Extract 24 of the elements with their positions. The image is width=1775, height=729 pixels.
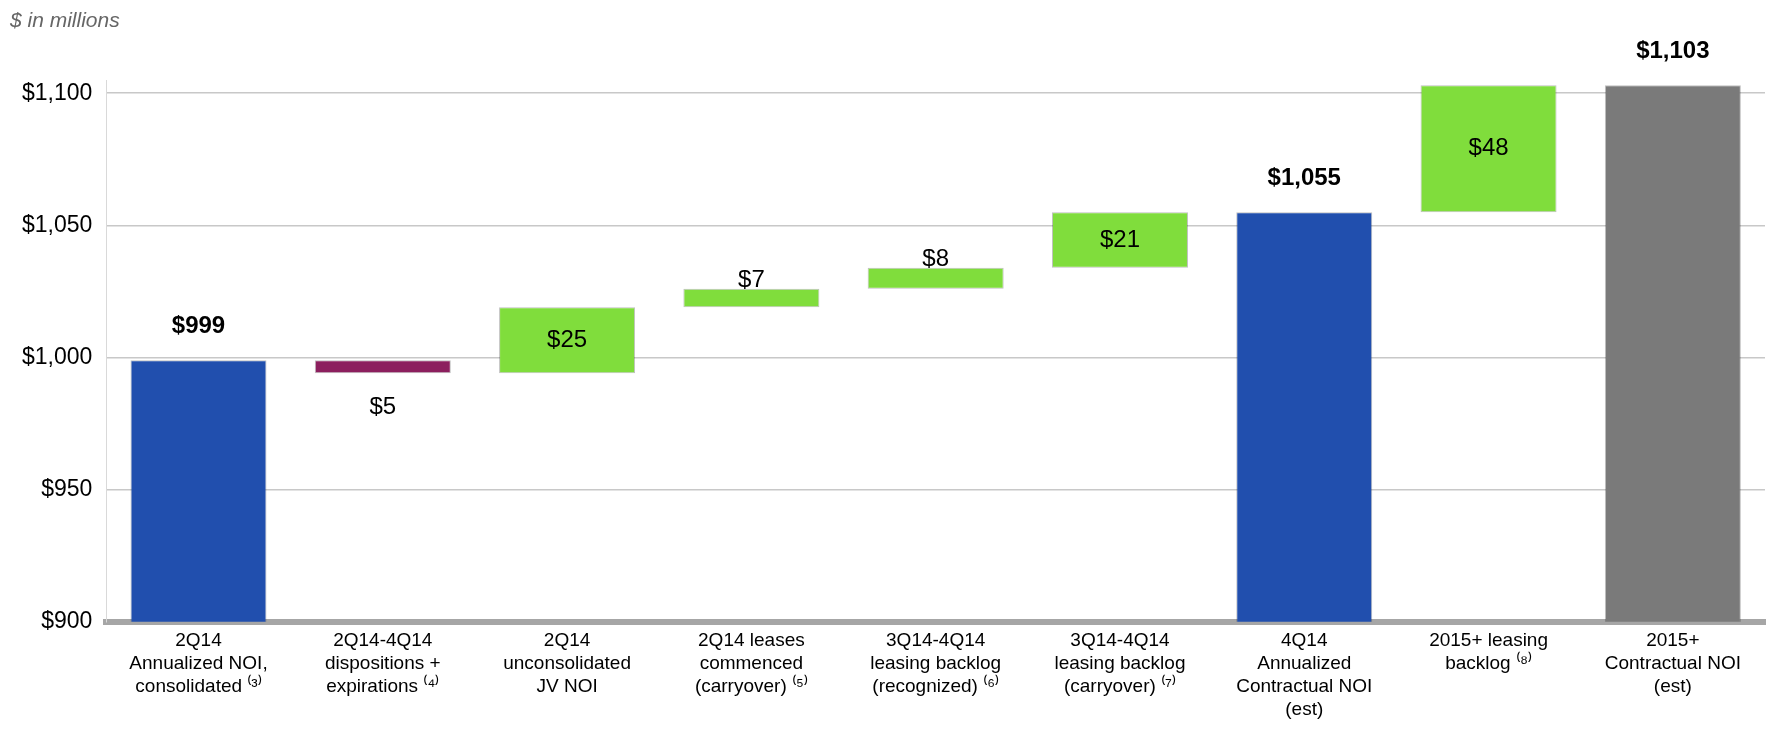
x-tick-label: 2Q14-4Q14 dispositions + expirations ⁽⁴⁾	[324, 629, 441, 697]
y-tick-label: $1,050	[21, 210, 93, 237]
x-tick-label: 3Q14-4Q14 leasing backlog (recognized) ⁽⁶⁾	[870, 629, 1002, 697]
data-label: $48	[1468, 133, 1509, 161]
x-tick-label: 2Q14 Annualized NOI, consolidated ⁽³⁾	[129, 629, 268, 697]
data-label: $8	[922, 244, 950, 272]
x-tick-label: 2015+ Contractual NOI (est)	[1604, 629, 1741, 697]
y-tick-label: $900	[41, 607, 93, 634]
data-label: $1,055	[1267, 162, 1341, 190]
x-tick-label: 2Q14 leases commenced (carryover) ⁽⁵⁾	[694, 629, 808, 697]
x-tick-label: 2Q14 unconsolidated JV NOI	[503, 629, 631, 697]
data-label: $1,103	[1636, 35, 1710, 63]
data-label: $999	[171, 310, 226, 338]
data-label: $7	[738, 265, 765, 293]
x-tick-label: 4Q14 Annualized Contractual NOI (est)	[1236, 629, 1373, 719]
y-tick-label: $1,000	[21, 342, 93, 369]
chart-subtitle: $ in millions	[10, 8, 120, 32]
data-label: $5	[369, 391, 397, 419]
x-tick-label: 3Q14-4Q14 leasing backlog (carryover) ⁽⁷⁾	[1054, 629, 1186, 697]
y-tick-label: $950	[41, 475, 93, 501]
data-label: $25	[547, 324, 588, 352]
x-tick-label: 2015+ leasing backlog ⁽⁸⁾	[1429, 629, 1548, 674]
y-tick-label: $1,100	[21, 78, 93, 105]
data-label: $21	[1099, 224, 1140, 252]
